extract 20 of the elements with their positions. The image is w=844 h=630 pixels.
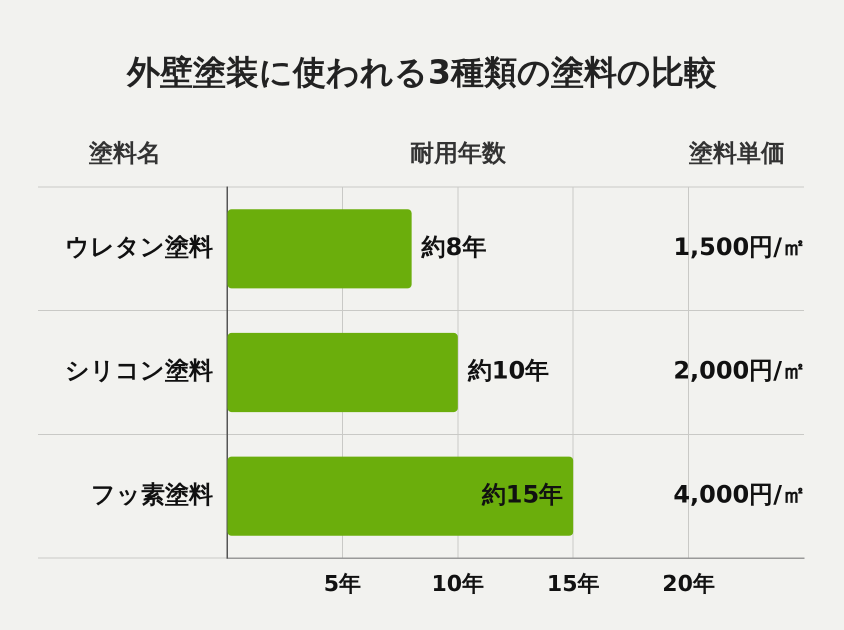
annotation: 4,000円/㎡	[673, 480, 806, 508]
x-tick-label: 10年	[431, 572, 484, 597]
bar	[228, 332, 458, 412]
annotation: 1,500円/㎡	[673, 233, 806, 262]
y-tick-label: ウレタン塗料	[65, 233, 213, 262]
bar	[228, 209, 412, 288]
bar	[228, 456, 574, 536]
y-tick-label: フッ素塗料	[91, 480, 213, 508]
chart-title: 外壁塗装に使われる3種類の塗料の比較	[126, 52, 717, 92]
y-axis-title: 塗料名	[88, 139, 161, 168]
data-label: 約8年	[420, 233, 486, 262]
data-label: 約10年	[466, 356, 550, 385]
data-label: 約15年	[480, 480, 564, 508]
x-tick-label: 20年	[662, 572, 715, 597]
y-tick-label: シリコン塗料	[65, 356, 213, 385]
annotation: 2,000円/㎡	[673, 356, 806, 385]
text: 塗料単価	[688, 139, 785, 168]
x-axis-title: 耐用年数	[410, 139, 507, 168]
x-tick-label: 15年	[546, 572, 600, 597]
x-tick-label: 5年	[324, 572, 362, 597]
